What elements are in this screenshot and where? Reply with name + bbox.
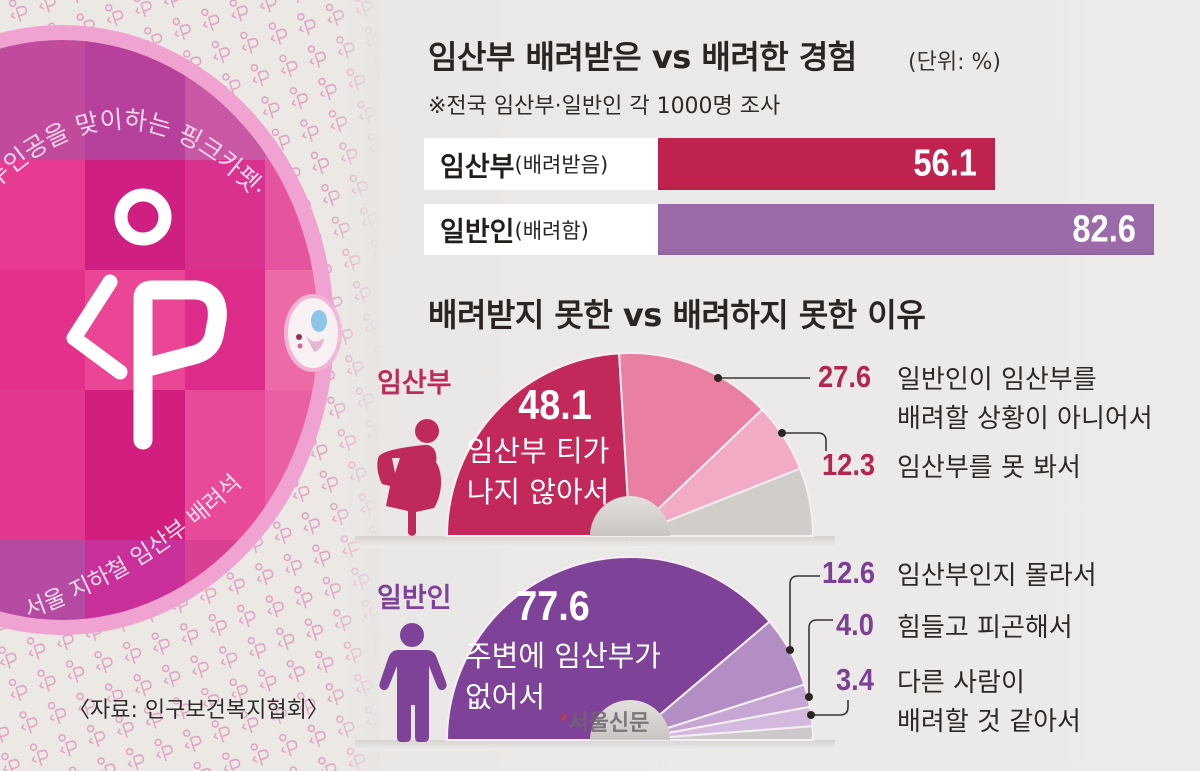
bar-group: 일반인: [440, 217, 515, 248]
bar-row-pregnant: 임산부 (배려받음) 56.1: [0, 138, 1200, 190]
section-title: 배려받지 못한 vs 배려하지 못한 이유: [428, 296, 926, 334]
callout-value: 4.0: [836, 607, 874, 642]
donut-segment: [629, 467, 815, 537]
main-value-general: 77.6: [516, 582, 590, 629]
bar-general-gave: 82.6: [658, 204, 1154, 255]
bar-label: 임산부 (배려받음): [424, 138, 658, 190]
pink-carpet-logo: [66, 188, 227, 450]
pregnant-chart-floor: [355, 536, 835, 548]
bar-label: 일반인 (배려함): [424, 204, 658, 255]
main-reason-general: 주변에 임산부가 없어서: [465, 636, 661, 718]
watermark: ’서울신문: [560, 705, 649, 737]
leader-line-12-6: [789, 575, 820, 650]
survey-note: ※전국 임산부·일반인 각 1000명 조사: [428, 94, 781, 119]
callout-value: 3.4: [836, 662, 874, 697]
watermark-text: 서울신문: [568, 711, 650, 736]
source-note: 〈자료: 인구보건복지협회〉: [68, 698, 329, 723]
bar-qualifier: (배려받음): [514, 153, 609, 177]
main-reason-line1: 주변에 임산부가: [465, 639, 661, 673]
callout-value: 27.6: [818, 359, 872, 394]
watermark-mark: ’: [560, 711, 569, 736]
unit-label: (단위: %): [908, 50, 1001, 75]
donut-segment: [618, 352, 764, 539]
callout-line1: 임산부인지 몰라서: [897, 561, 1097, 591]
leader-line-4-0: [808, 619, 833, 697]
general-reasons-semi-donut: [445, 556, 815, 741]
callout-line1: 일반인이 임산부를: [897, 365, 1097, 395]
bar-pregnant-received: 56.1: [658, 138, 995, 190]
chart-title: 임산부 배려받은 vs 배려한 경험: [428, 38, 857, 76]
callout-text: 다른 사람이 배려할 것 같아서: [897, 664, 1081, 742]
callout-text: 임산부를 못 봐서: [897, 449, 1081, 488]
callout-text: 임산부인지 몰라서: [897, 557, 1097, 596]
leader-line-3-4: [811, 700, 849, 716]
main-reason-line2: 없어서: [465, 680, 546, 714]
bar-group: 임산부: [440, 151, 515, 183]
callout-line1: 힘들고 피곤해서: [897, 613, 1073, 643]
callout-value: 12.6: [822, 555, 876, 590]
general-chart-floor: [355, 740, 835, 750]
donut-hub: [590, 700, 670, 740]
bar-row-general: 일반인 (배려함) 82.6: [0, 204, 1200, 255]
callout-line2: 배려할 것 같아서: [897, 707, 1081, 737]
pregnant-reasons-semi-donut: [445, 352, 815, 539]
pregnant-woman-icon: [377, 419, 442, 536]
leader-line-12-3: [782, 432, 827, 451]
bar-value: 82.6: [1071, 208, 1136, 250]
person-icon: [379, 623, 447, 742]
donut-segment: [445, 352, 632, 537]
group-label-pregnant: 임산부: [377, 368, 452, 399]
sticker-photo: 주인공을 맞이하는 핑크카펫· 서울 지하철 임산부 배려석: [0, 0, 380, 771]
callout-line2: 배려할 상황이 아니어서: [897, 404, 1153, 434]
bar-qualifier: (배려함): [514, 218, 589, 243]
callout-text: 일반인이 임산부를 배려할 상황이 아니어서: [897, 361, 1153, 439]
donut-segment: [445, 556, 771, 741]
donut-segment: [629, 725, 815, 741]
callout-value: 12.3: [822, 447, 876, 482]
main-value-pregnant: 48.1: [518, 381, 592, 428]
leader-dots: [714, 374, 815, 719]
group-label-general: 일반인: [377, 583, 452, 614]
callout-line1: 다른 사람이: [897, 668, 1025, 698]
donut-hub: [590, 496, 670, 536]
main-reason-line1: 임산부 티가: [466, 434, 610, 468]
main-reason-line2: 나지 않아서: [466, 475, 610, 509]
callout-line1: 임산부를 못 봐서: [897, 453, 1081, 483]
callout-text: 힘들고 피곤해서: [897, 609, 1073, 648]
leader-lines: [718, 377, 849, 716]
bar-value: 56.1: [912, 142, 977, 185]
main-reason-pregnant: 임산부 티가 나지 않아서: [438, 431, 638, 513]
